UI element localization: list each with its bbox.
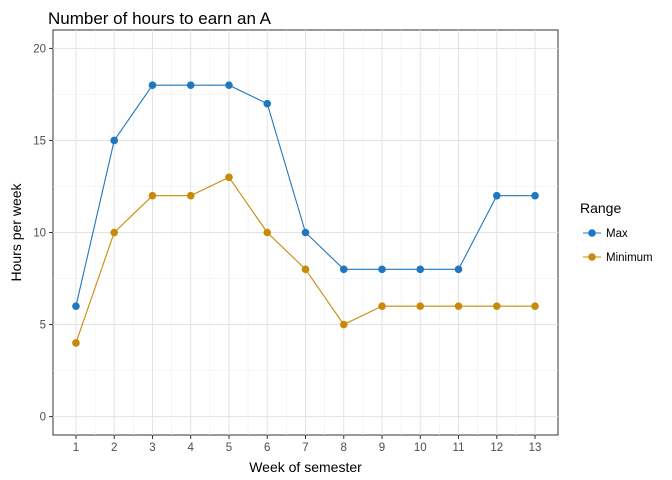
x-tick-label: 12 <box>490 442 503 454</box>
legend-title: Range <box>580 200 621 216</box>
x-tick-label: 9 <box>379 442 385 454</box>
data-point-minimum <box>378 302 386 310</box>
data-point-minimum <box>148 191 157 200</box>
data-point-max <box>339 265 348 274</box>
data-point-minimum <box>110 228 119 237</box>
data-point-minimum <box>263 228 272 237</box>
data-point-max <box>148 81 157 90</box>
x-tick-label: 3 <box>149 442 155 454</box>
x-tick-label: 7 <box>302 442 308 454</box>
data-point-max <box>531 191 539 200</box>
legend: Range Max Minimum <box>580 200 653 264</box>
data-point-max <box>263 99 272 108</box>
x-tick-label: 8 <box>341 442 347 454</box>
data-point-minimum <box>416 302 425 310</box>
series-layer <box>72 81 539 347</box>
x-tick-label: 4 <box>188 442 195 454</box>
data-point-max <box>110 136 119 145</box>
data-point-minimum <box>492 302 501 310</box>
x-axis-title: Week of semester <box>249 459 362 475</box>
data-point-max <box>301 228 310 237</box>
data-point-max <box>225 81 233 90</box>
x-tick-label: 11 <box>453 442 465 454</box>
data-point-max <box>454 265 463 274</box>
x-tick-label: 2 <box>111 442 117 454</box>
data-point-max <box>378 265 386 274</box>
data-point-max <box>186 81 195 90</box>
data-point-minimum <box>301 265 310 274</box>
data-point-minimum <box>339 320 348 329</box>
y-tick-label: 0 <box>40 412 46 424</box>
legend-label-max: Max <box>606 228 628 240</box>
x-tick-label: 1 <box>73 442 79 454</box>
x-tick-label: 6 <box>264 442 270 454</box>
x-tick-label: 5 <box>226 442 232 454</box>
y-tick-label: 10 <box>33 228 46 240</box>
data-point-minimum <box>72 339 80 347</box>
legend-key-point-minimum <box>588 253 596 261</box>
data-point-minimum <box>531 302 539 310</box>
data-point-minimum <box>186 191 195 200</box>
data-point-max <box>416 265 425 274</box>
y-axis-title: Hours per week <box>8 182 24 281</box>
x-tick-label: 10 <box>414 442 427 454</box>
x-tick-label: 13 <box>529 442 542 454</box>
legend-key-point-max <box>588 229 596 237</box>
y-tick-label: 5 <box>40 320 46 332</box>
chart-title: Number of hours to earn an A <box>48 9 272 28</box>
data-point-minimum <box>454 302 463 310</box>
legend-label-minimum: Minimum <box>606 252 653 264</box>
y-tick-label: 15 <box>33 135 46 147</box>
legend-items: Max Minimum <box>583 228 653 264</box>
data-point-minimum <box>225 173 233 182</box>
data-point-max <box>492 191 501 200</box>
data-point-max <box>72 302 80 310</box>
y-tick-label: 20 <box>33 43 46 55</box>
